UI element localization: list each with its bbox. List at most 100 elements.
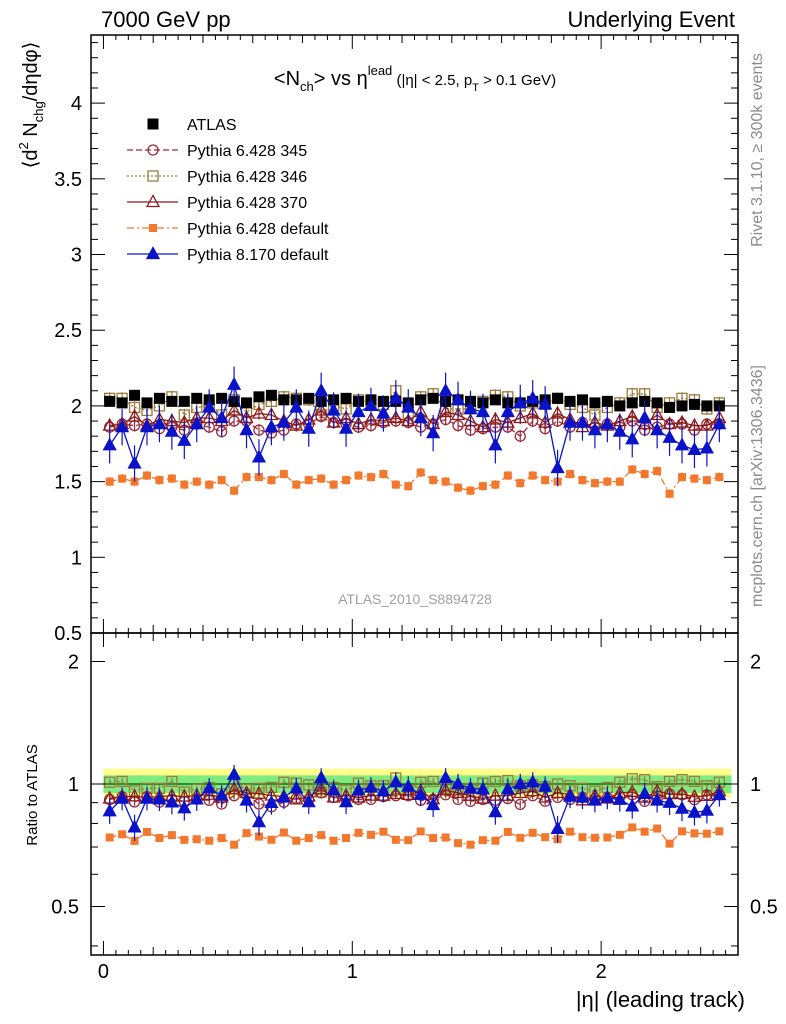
- data-point: [217, 476, 226, 485]
- data-point: [416, 468, 425, 477]
- data-point: [450, 407, 466, 421]
- data-point: [427, 392, 439, 404]
- ratio-point: [463, 780, 478, 794]
- data-point: [503, 471, 512, 480]
- ratio-point: [466, 840, 475, 849]
- data-point: [662, 429, 677, 443]
- data-point: [139, 419, 155, 433]
- ratio-point: [202, 780, 217, 794]
- ratio-point: [329, 836, 338, 845]
- ratio-point: [575, 789, 590, 803]
- ratio-point: [304, 834, 313, 843]
- ratio-point: [426, 797, 441, 811]
- ratio-point: [525, 774, 540, 788]
- legend-label: Pythia 6.428 345: [187, 143, 307, 160]
- ratio-point: [242, 829, 251, 838]
- ratio-point: [404, 836, 413, 845]
- analysis-watermark: ATLAS_2010_S8894728: [338, 591, 492, 607]
- ratio-point: [429, 834, 438, 843]
- series-pythia-8-170-default: [102, 366, 727, 487]
- data-point: [653, 467, 662, 476]
- data-point: [628, 465, 637, 474]
- ratio-point: [441, 833, 450, 842]
- ratio-point: [376, 783, 391, 797]
- y-tick-label: 4: [71, 93, 82, 115]
- data-point: [239, 422, 254, 436]
- data-point: [687, 441, 702, 455]
- ratio-point: [528, 828, 537, 837]
- data-point: [564, 395, 576, 407]
- ratio-point: [105, 833, 114, 842]
- ratio-point: [450, 785, 466, 799]
- legend-label: Pythia 6.428 370: [187, 195, 307, 212]
- ratio-plot-data: [102, 765, 732, 849]
- data-point: [488, 411, 503, 425]
- data-point: [167, 474, 176, 483]
- data-point: [688, 398, 700, 410]
- data-point: [342, 476, 351, 485]
- data-point: [391, 480, 400, 489]
- data-point: [192, 477, 201, 486]
- ratio-y-tick-label: 0.5: [51, 896, 79, 918]
- ratio-point: [118, 830, 127, 839]
- data-point: [279, 470, 288, 479]
- ratio-point: [637, 785, 652, 799]
- data-point: [241, 397, 253, 409]
- data-point: [550, 405, 565, 419]
- legend-marker: [145, 246, 161, 260]
- ratio-point: [192, 835, 201, 844]
- data-point: [552, 392, 564, 404]
- data-point: [276, 414, 291, 428]
- data-point: [674, 414, 690, 428]
- y-tick-label: 0.5: [54, 623, 82, 645]
- ratio-point: [600, 789, 615, 803]
- data-point: [701, 400, 713, 412]
- data-point: [413, 410, 428, 424]
- legend-label: Pythia 6.428 default: [187, 221, 329, 238]
- ratio-point: [391, 835, 400, 844]
- ratio-point: [279, 828, 288, 837]
- ratio-point: [251, 785, 267, 799]
- ratio-series-line: [109, 826, 720, 846]
- data-point: [475, 404, 491, 418]
- data-point: [376, 405, 391, 419]
- data-point: [589, 397, 601, 409]
- ratio-series-line: [109, 777, 720, 795]
- data-point: [340, 392, 352, 404]
- ratio-point: [454, 839, 463, 848]
- ratio-point: [127, 819, 142, 833]
- legend: ATLAS Pythia 6.428 345 Pythia 6.428 346 Pyt…: [127, 117, 329, 264]
- ratio-series-pythia-8-170-default: [102, 765, 727, 843]
- data-point: [576, 394, 588, 406]
- ratio-point: [116, 775, 128, 788]
- data-point: [463, 401, 478, 415]
- data-point: [202, 399, 217, 413]
- ratio-point: [438, 770, 453, 784]
- data-point: [702, 476, 711, 485]
- data-point: [226, 376, 242, 390]
- data-point: [205, 480, 214, 489]
- data-point: [678, 473, 687, 482]
- data-point: [216, 392, 228, 404]
- data-point: [116, 397, 128, 409]
- ratio-point: [401, 778, 416, 792]
- data-point: [651, 397, 663, 409]
- ratio-point: [678, 827, 687, 836]
- ratio-point: [513, 776, 528, 790]
- data-point: [180, 480, 189, 489]
- ratio-point: [615, 830, 624, 839]
- data-point: [665, 489, 674, 498]
- data-point: [178, 395, 190, 407]
- legend-marker: [147, 144, 159, 156]
- ratio-point: [139, 790, 155, 804]
- legend-entry: Pythia 8.170 default: [127, 246, 329, 264]
- ratio-point: [189, 791, 204, 805]
- ratio-point: [413, 786, 428, 800]
- data-point: [329, 480, 338, 489]
- ratio-point: [603, 833, 612, 842]
- data-point: [664, 401, 676, 413]
- ratio-point: [326, 789, 341, 803]
- ratio-y-tick-label-right: 1: [750, 774, 761, 796]
- data-point: [475, 419, 491, 433]
